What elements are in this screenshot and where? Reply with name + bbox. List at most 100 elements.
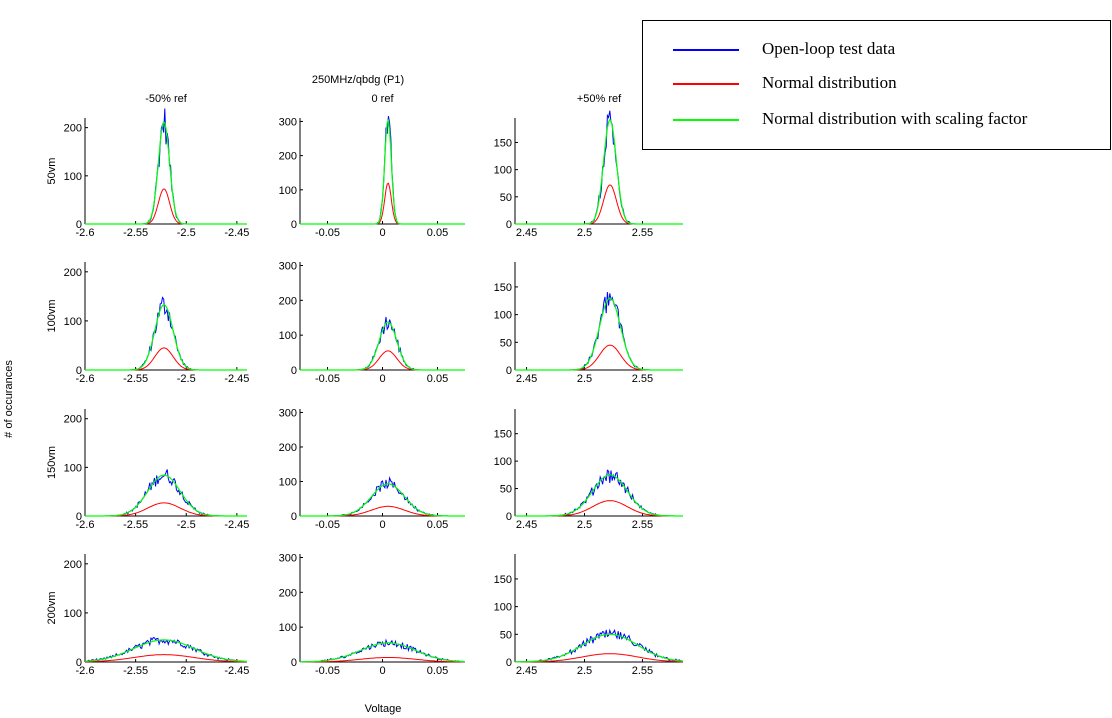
legend-label: Normal distribution with scaling factor: [762, 109, 1028, 128]
x-tick-label: -0.05: [315, 227, 340, 239]
y-tick-label: 100: [279, 476, 297, 488]
series-scaled-line: [515, 118, 683, 225]
series-scaled-line: [515, 633, 684, 663]
x-tick-label: -2.6: [76, 519, 95, 531]
series-normal-line: [85, 502, 247, 517]
y-tick-label: 0: [76, 365, 82, 377]
y-tick-label: 50: [500, 629, 512, 641]
y-tick-label: 200: [64, 414, 82, 426]
y-tick-label: 0: [291, 365, 297, 377]
x-tick-label: -2.6: [76, 665, 95, 677]
series-scaled-line: [85, 304, 247, 371]
x-tick-label: -0.05: [315, 665, 340, 677]
y-tick-label: 100: [64, 316, 82, 328]
column-title: +50% ref: [577, 93, 622, 105]
series-scaled-line: [300, 321, 465, 371]
x-tick-label: -2.5: [177, 665, 196, 677]
y-tick-label: 100: [279, 185, 297, 197]
series-test-data-line: [515, 628, 684, 663]
x-tick-label: 2.55: [632, 227, 653, 239]
series-normal-line: [515, 500, 683, 517]
row-label: 50vm: [46, 158, 58, 185]
x-tick-label: 2.5: [577, 373, 592, 385]
series-scaled-line: [515, 474, 683, 517]
legend-item-test-data: Open-loop test data: [643, 37, 1110, 63]
x-tick-label: 0: [379, 227, 385, 239]
y-tick-label: 150: [494, 137, 512, 149]
x-tick-label: -2.55: [123, 227, 148, 239]
y-tick-label: 150: [494, 282, 512, 294]
legend-swatch-green: [673, 119, 739, 121]
y-tick-label: 0: [76, 657, 82, 669]
legend: Open-loop test data Normal distribution …: [642, 20, 1111, 150]
y-tick-label: 50: [500, 337, 512, 349]
x-tick-label: 2.45: [516, 227, 537, 239]
x-tick-label: -2.5: [177, 373, 196, 385]
series-normal-line: [515, 653, 683, 663]
x-tick-label: 0.05: [427, 519, 448, 531]
x-tick-label: -2.6: [76, 373, 95, 385]
column-title: 0 ref: [371, 93, 394, 105]
y-tick-label: 100: [279, 622, 297, 634]
legend-swatch-red: [673, 83, 739, 85]
legend-label: Open-loop test data: [762, 39, 896, 58]
y-tick-label: 0: [291, 657, 297, 669]
x-tick-label: -0.05: [315, 373, 340, 385]
y-tick-label: 300: [279, 552, 297, 564]
row-label: 150vm: [46, 446, 58, 479]
x-tick-label: 0.05: [427, 373, 448, 385]
x-tick-label: 0: [379, 665, 385, 677]
series-test-data-line: [85, 296, 247, 371]
y-tick-label: 0: [291, 219, 297, 231]
series-normal-line: [85, 188, 247, 225]
y-tick-label: 200: [279, 151, 297, 163]
x-tick-label: 2.45: [516, 373, 537, 385]
row-label: 100vm: [46, 299, 58, 332]
x-tick-label: -2.55: [123, 665, 148, 677]
x-tick-label: -2.45: [224, 373, 249, 385]
y-tick-label: 0: [76, 511, 82, 523]
series-scaled-line: [85, 639, 248, 663]
x-tick-label: 2.55: [632, 665, 653, 677]
y-tick-label: 200: [64, 267, 82, 279]
y-tick-label: 0: [506, 657, 512, 669]
series-scaled-line: [300, 483, 465, 517]
y-tick-label: 0: [291, 511, 297, 523]
y-tick-label: 0: [506, 219, 512, 231]
legend-label: Normal distribution: [762, 73, 897, 92]
x-tick-label: -2.6: [76, 227, 95, 239]
y-tick-label: 200: [64, 559, 82, 571]
x-tick-label: -2.55: [123, 373, 148, 385]
row-label: 200vm: [46, 591, 58, 624]
x-tick-label: -0.05: [315, 519, 340, 531]
y-tick-label: 300: [279, 116, 297, 128]
legend-swatch-blue: [673, 49, 739, 51]
series-test-data-line: [85, 469, 247, 517]
y-tick-label: 50: [500, 484, 512, 496]
series-scaled-line: [85, 474, 247, 517]
series-test-data-line: [300, 316, 465, 371]
series-test-data-line: [300, 475, 465, 517]
y-tick-label: 200: [64, 123, 82, 135]
series-normal-line: [85, 654, 247, 663]
x-tick-label: 2.5: [577, 519, 592, 531]
x-tick-label: -2.5: [177, 227, 196, 239]
legend-item-normal: Normal distribution: [643, 71, 1110, 97]
y-tick-label: 0: [506, 365, 512, 377]
y-tick-label: 200: [279, 587, 297, 599]
x-tick-label: 2.45: [516, 665, 537, 677]
y-tick-label: 100: [64, 171, 82, 183]
y-tick-label: 100: [64, 462, 82, 474]
x-tick-label: 0: [379, 373, 385, 385]
x-tick-label: 0: [379, 519, 385, 531]
figure-xlabel: Voltage: [365, 703, 402, 715]
y-tick-label: 300: [279, 260, 297, 272]
y-tick-label: 100: [494, 310, 512, 322]
y-tick-label: 0: [76, 219, 82, 231]
y-tick-label: 100: [494, 456, 512, 468]
panel-grid: -50% ref 0 100 200 -2.6 -2.55 -2.5 -2.45 50vm 0 10…: [46, 93, 684, 677]
series-scaled-line: [85, 120, 247, 225]
series-test-data-line: [300, 116, 465, 225]
x-tick-label: -2.45: [224, 519, 249, 531]
